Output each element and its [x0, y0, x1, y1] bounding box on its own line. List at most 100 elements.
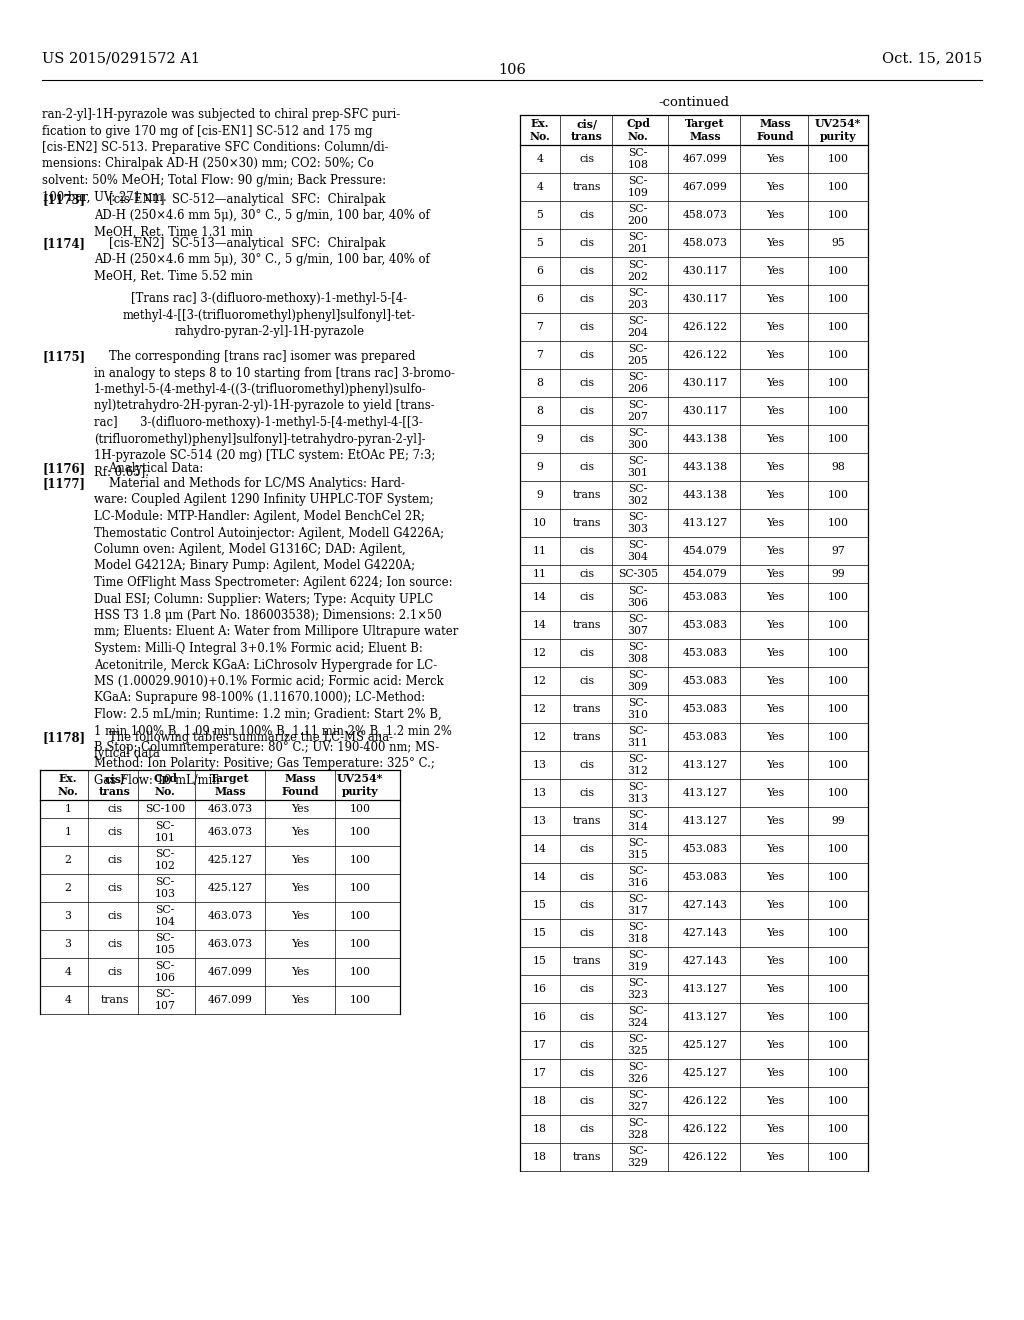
Text: Yes: Yes [766, 462, 784, 473]
Text: 99: 99 [831, 816, 845, 826]
Text: 413.127: 413.127 [682, 1012, 728, 1022]
Text: 443.138: 443.138 [682, 434, 728, 444]
Text: 15: 15 [534, 900, 547, 909]
Text: 100: 100 [827, 956, 849, 966]
Text: 97: 97 [831, 546, 845, 556]
Text: Yes: Yes [291, 968, 309, 977]
Text: 100: 100 [827, 1012, 849, 1022]
Text: 100: 100 [827, 591, 849, 602]
Text: cis: cis [580, 928, 595, 939]
Text: 100: 100 [827, 620, 849, 630]
Text: trans: trans [572, 956, 601, 966]
Text: 100: 100 [349, 828, 371, 837]
Text: [cis-EN2]  SC-513—analytical  SFC:  Chiralpak
AD-H (250×4.6 mm 5μ), 30° C., 5 g/: [cis-EN2] SC-513—analytical SFC: Chiralp… [94, 238, 430, 282]
Text: cis: cis [580, 238, 595, 248]
Text: 443.138: 443.138 [682, 490, 728, 500]
Text: Yes: Yes [766, 407, 784, 416]
Text: Yes: Yes [766, 873, 784, 882]
Text: cis: cis [108, 883, 123, 894]
Text: 100: 100 [827, 983, 849, 994]
Text: 463.073: 463.073 [208, 804, 253, 814]
Text: 426.122: 426.122 [682, 1152, 728, 1162]
Text: SC-
316: SC- 316 [628, 866, 648, 887]
Text: cis: cis [580, 267, 595, 276]
Text: SC-
310: SC- 310 [628, 698, 648, 719]
Text: 467.099: 467.099 [683, 154, 727, 164]
Text: SC-
107: SC- 107 [155, 990, 175, 1011]
Text: trans: trans [572, 733, 601, 742]
Text: 463.073: 463.073 [208, 939, 253, 949]
Text: [Trans rac] 3-(difluoro-methoxy)-1-methyl-5-[4-
methyl-4-[[3-(trifluoromethyl)ph: [Trans rac] 3-(difluoro-methoxy)-1-methy… [123, 292, 416, 338]
Text: SC-
200: SC- 200 [628, 205, 648, 226]
Text: cis: cis [108, 968, 123, 977]
Text: 413.127: 413.127 [682, 983, 728, 994]
Text: 7: 7 [537, 350, 544, 360]
Text: SC-
312: SC- 312 [628, 755, 648, 776]
Text: 3: 3 [65, 911, 72, 921]
Text: SC-
105: SC- 105 [155, 933, 175, 954]
Text: SC-
302: SC- 302 [628, 484, 648, 506]
Text: cis: cis [580, 983, 595, 994]
Text: 427.143: 427.143 [683, 900, 727, 909]
Text: Yes: Yes [766, 238, 784, 248]
Text: 100: 100 [827, 873, 849, 882]
Text: Material and Methods for LC/MS Analytics: Hard-
ware: Coupled Agilent 1290 Infin: Material and Methods for LC/MS Analytics… [94, 477, 459, 787]
Text: Yes: Yes [766, 900, 784, 909]
Text: trans: trans [572, 517, 601, 528]
Text: 99: 99 [831, 569, 845, 579]
Text: 467.099: 467.099 [208, 968, 253, 977]
Text: 100: 100 [827, 350, 849, 360]
Text: SC-
204: SC- 204 [628, 317, 648, 338]
Text: SC-
328: SC- 328 [628, 1118, 648, 1139]
Text: cis: cis [580, 462, 595, 473]
Text: 15: 15 [534, 928, 547, 939]
Text: Yes: Yes [766, 620, 784, 630]
Text: 6: 6 [537, 267, 544, 276]
Text: 425.127: 425.127 [208, 855, 253, 865]
Text: Yes: Yes [766, 704, 784, 714]
Text: SC-
301: SC- 301 [628, 457, 648, 478]
Text: 3: 3 [65, 939, 72, 949]
Text: cis: cis [580, 569, 595, 579]
Text: 14: 14 [534, 620, 547, 630]
Text: cis: cis [580, 322, 595, 333]
Text: 10: 10 [534, 517, 547, 528]
Text: Yes: Yes [766, 350, 784, 360]
Text: 458.073: 458.073 [683, 210, 727, 220]
Text: SC-
324: SC- 324 [628, 1006, 648, 1027]
Text: 18: 18 [534, 1152, 547, 1162]
Text: SC-
206: SC- 206 [628, 372, 648, 393]
Text: cis: cis [580, 546, 595, 556]
Text: SC-
104: SC- 104 [155, 906, 175, 927]
Text: 12: 12 [534, 704, 547, 714]
Text: trans: trans [100, 995, 129, 1005]
Text: SC-
313: SC- 313 [628, 783, 648, 804]
Text: 14: 14 [534, 873, 547, 882]
Text: 430.117: 430.117 [682, 294, 728, 304]
Text: 454.079: 454.079 [683, 569, 727, 579]
Text: 467.099: 467.099 [683, 182, 727, 191]
Text: 430.117: 430.117 [682, 267, 728, 276]
Text: cis: cis [108, 911, 123, 921]
Text: SC-
304: SC- 304 [628, 540, 648, 561]
Text: SC-
327: SC- 327 [628, 1090, 648, 1111]
Text: 12: 12 [534, 733, 547, 742]
Text: Yes: Yes [766, 733, 784, 742]
Text: SC-
323: SC- 323 [628, 978, 648, 999]
Text: 100: 100 [349, 855, 371, 865]
Text: Mass
Found: Mass Found [757, 117, 794, 143]
Text: 14: 14 [534, 843, 547, 854]
Text: [1174]: [1174] [42, 238, 85, 249]
Text: SC-
308: SC- 308 [628, 643, 648, 664]
Text: [1175]: [1175] [42, 350, 85, 363]
Text: 100: 100 [827, 267, 849, 276]
Text: 98: 98 [831, 462, 845, 473]
Text: SC-
300: SC- 300 [628, 429, 648, 450]
Text: 15: 15 [534, 956, 547, 966]
Text: cis: cis [580, 350, 595, 360]
Text: 454.079: 454.079 [683, 546, 727, 556]
Text: 100: 100 [827, 843, 849, 854]
Text: 413.127: 413.127 [682, 517, 728, 528]
Text: 427.143: 427.143 [683, 928, 727, 939]
Text: 100: 100 [827, 900, 849, 909]
